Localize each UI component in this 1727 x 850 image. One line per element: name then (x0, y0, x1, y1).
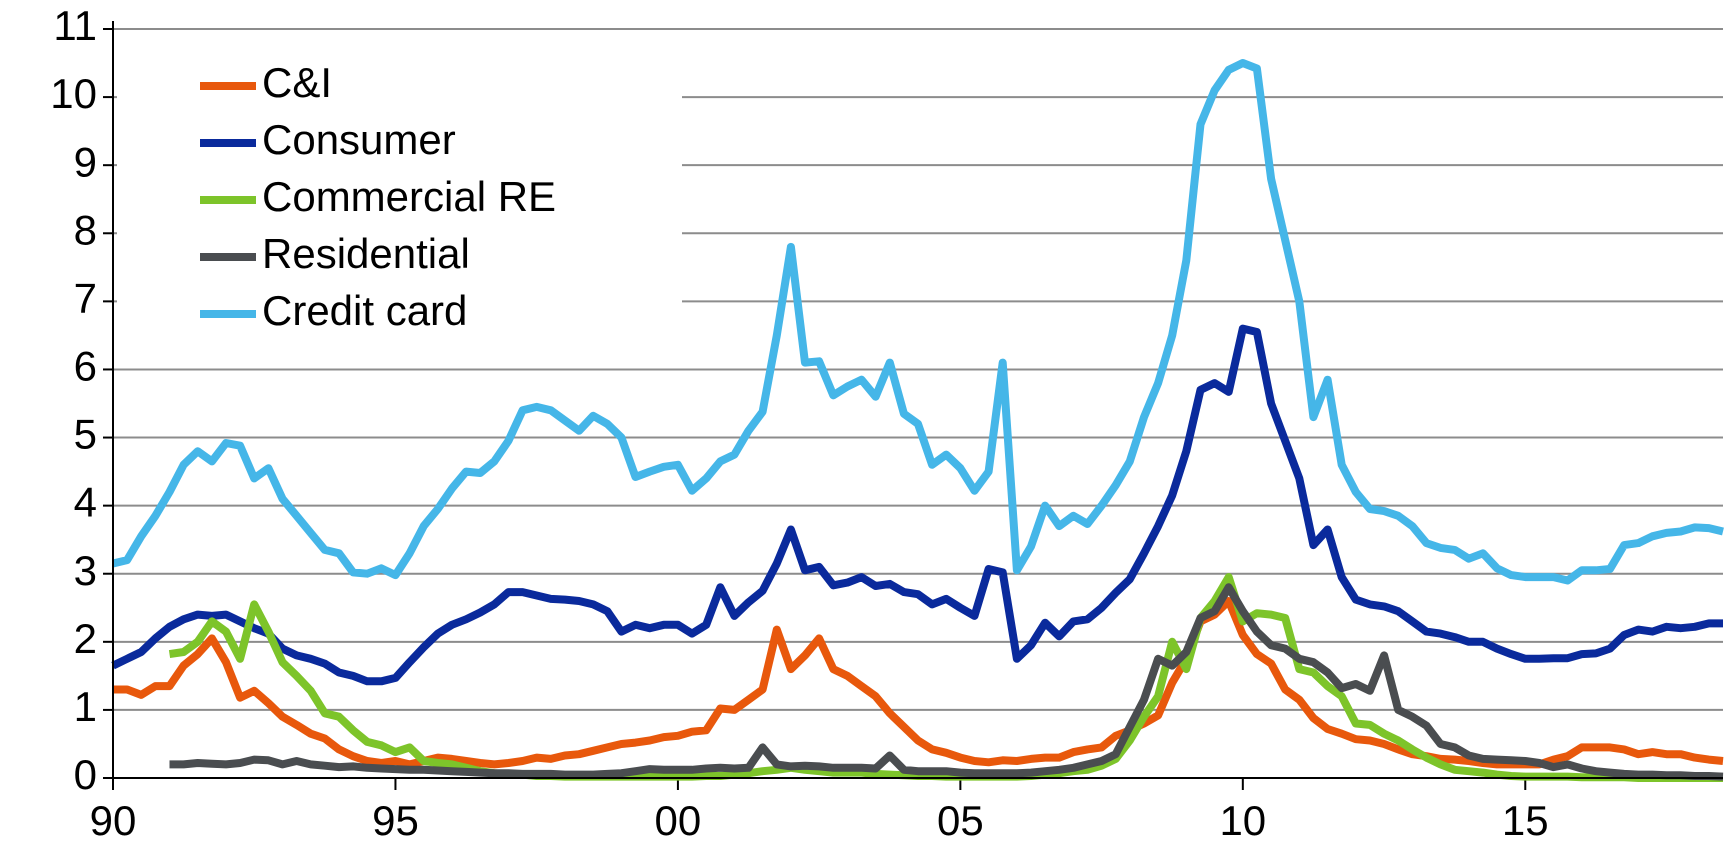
legend-label: C&I (262, 59, 332, 106)
legend-label: Credit card (262, 287, 467, 334)
y-tick-label: 5 (74, 411, 97, 458)
y-tick-label: 7 (74, 274, 97, 321)
y-tick-label: 4 (74, 479, 97, 526)
y-tick-label: 11 (53, 2, 97, 49)
y-tick-label: 2 (74, 615, 97, 662)
y-tick-label: 3 (74, 547, 97, 594)
x-tick-label: 15 (1502, 797, 1549, 844)
x-tick-label: 95 (372, 797, 419, 844)
series-line (112, 59, 1724, 585)
legend-label: Consumer (262, 116, 456, 163)
y-tick-label: 1 (74, 683, 97, 730)
y-tick-label: 6 (74, 343, 97, 390)
x-tick-label: 05 (937, 797, 984, 844)
y-tick-label: 8 (74, 206, 97, 253)
y-tick-label: 9 (74, 138, 97, 185)
legend-label: Residential (262, 230, 470, 277)
series-line (169, 583, 1724, 781)
series-line (168, 573, 1723, 782)
x-tick-label: 90 (90, 797, 137, 844)
series-line (111, 324, 1723, 686)
y-tick-label: 10 (50, 70, 97, 117)
legend-label: Commercial RE (262, 173, 556, 220)
series-line (113, 597, 1724, 769)
x-tick-label: 00 (655, 797, 702, 844)
x-tick-label: 10 (1219, 797, 1266, 844)
y-tick-label: 0 (74, 751, 97, 798)
